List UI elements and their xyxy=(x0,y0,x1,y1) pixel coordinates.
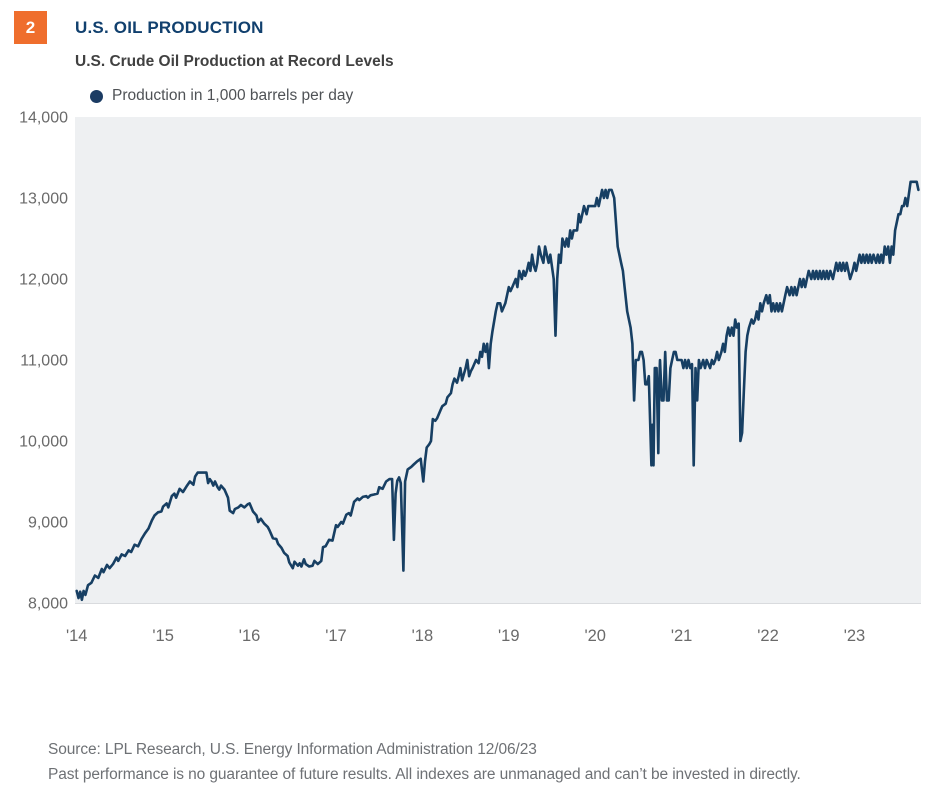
x-axis-tick-label: '22 xyxy=(757,627,779,645)
figure-number-badge: 2 xyxy=(14,11,47,44)
y-axis-tick-label: 12,000 xyxy=(19,272,68,289)
chart-subtitle: U.S. Crude Oil Production at Record Leve… xyxy=(75,53,394,70)
x-axis-tick-label: '23 xyxy=(844,627,866,645)
plot-background xyxy=(75,117,921,603)
x-axis-tick-label: '16 xyxy=(239,627,261,645)
production-chart: 8,000 9,000 10,000 11,000 12,000 13,000 14,000… xyxy=(19,110,921,645)
source-line: Source: LPL Research, U.S. Energy Inform… xyxy=(48,741,537,758)
legend: Production in 1,000 barrels per day xyxy=(90,87,353,105)
figure-number: 2 xyxy=(25,17,36,37)
x-axis-tick-label: '19 xyxy=(498,627,520,645)
y-axis-tick-label: 11,000 xyxy=(20,353,68,370)
disclaimer-line: Past performance is no guarantee of futu… xyxy=(48,766,801,783)
chart-title: U.S. OIL PRODUCTION xyxy=(75,18,264,37)
y-axis-tick-label: 10,000 xyxy=(19,434,68,451)
x-axis-tick-label: '20 xyxy=(584,627,606,645)
x-axis-tick-label: '17 xyxy=(325,627,347,645)
y-axis-tick-label: 14,000 xyxy=(19,110,68,127)
legend-label: Production in 1,000 barrels per day xyxy=(112,87,354,104)
production-line xyxy=(75,180,920,602)
x-axis-tick-label: '14 xyxy=(66,627,88,645)
y-axis-tick-label: 8,000 xyxy=(28,596,68,613)
x-axis-tick-label: '18 xyxy=(412,627,434,645)
footer: Source: LPL Research, U.S. Energy Inform… xyxy=(48,737,801,787)
y-axis-tick-label: 9,000 xyxy=(28,515,68,532)
legend-marker-dot-icon xyxy=(90,89,103,103)
y-axis-tick-label: 13,000 xyxy=(19,191,68,208)
x-axis-tick-label: '21 xyxy=(671,627,693,645)
x-axis-tick-label: '15 xyxy=(152,627,174,645)
